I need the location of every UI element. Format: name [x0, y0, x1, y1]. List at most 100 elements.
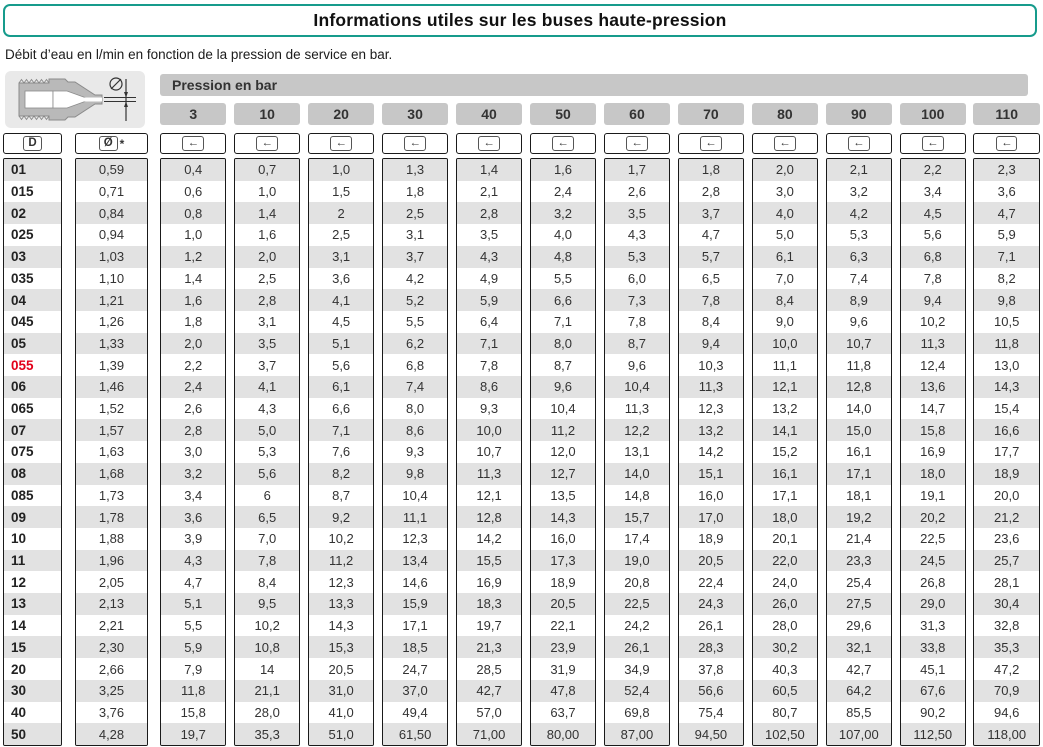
table-cell: 22,1: [550, 618, 576, 634]
table-cell: 4,28: [76, 723, 147, 745]
table-cell: 3,2: [161, 462, 226, 485]
table-cell: 9,6: [849, 314, 868, 330]
column-pressure-60: ← 1,7 2,6 3,5 4,3 5,3 6,0 7,3 7,8 8,7 9,6 10,4 11,3 1…: [603, 133, 671, 746]
table-cell: 47,8: [530, 679, 596, 702]
table-cell: 4,3: [161, 549, 226, 572]
table-cell: 11,3: [678, 376, 744, 398]
table-cell: 5,2: [382, 289, 448, 311]
table-cell: 14,0: [846, 401, 872, 417]
table-cell: 90,2: [920, 704, 946, 720]
table-cell: 3,2: [530, 202, 596, 225]
table-cell: 5,6: [332, 357, 351, 373]
column-pressure-80: ← 2,0 3,0 4,0 5,0 6,1 7,0 8,4 9,0 10,0 11,1 12,1 13,…: [751, 133, 819, 746]
table-cell: 1,3: [382, 159, 448, 181]
table-cell: 17,1: [826, 462, 892, 485]
table-cell: 4,2: [826, 202, 892, 225]
table-cell: 24,0: [772, 574, 798, 590]
table-cell: 107,00: [826, 723, 892, 745]
table-cell: 1,4: [184, 270, 203, 286]
table-cell: 35,3: [234, 723, 300, 745]
table-cell: 6,0: [627, 270, 646, 286]
table-cell: 3,4: [184, 487, 203, 503]
table-cell: 2,05: [98, 574, 125, 590]
table-cell: 47,2: [994, 661, 1020, 677]
column-pressure-80-cells: 2,0 3,0 4,0 5,0 6,1 7,0 8,4 9,0 10,0 11,1 12,1 13,2…: [751, 158, 819, 746]
table-cell: 5,3: [604, 245, 670, 268]
table-cell: 6,5: [234, 506, 300, 528]
table-cell: 12,7: [530, 462, 596, 485]
table-cell: 21,1: [234, 679, 300, 702]
table-cell: 29,0: [900, 593, 965, 615]
table-cell: 11,3: [624, 401, 650, 417]
table-cell: 7,8: [234, 549, 300, 572]
table-cell: 1,0: [258, 184, 277, 200]
table-cell: 15,9: [382, 593, 448, 615]
column-pressure-50-cells: 1,6 2,4 3,2 4,0 4,8 5,5 6,6 7,1 8,0 8,7 9,6 10,4 11,…: [529, 158, 597, 746]
table-cell: 80,7: [772, 704, 798, 720]
table-cell: 09: [4, 506, 61, 528]
pressure-value-box: 3: [160, 103, 227, 125]
table-cell: 10,0: [456, 419, 522, 442]
column-pressure-30: ← 1,3 1,8 2,5 3,1 3,7 4,2 5,2 5,5 6,2 6,8 7,4 8,0 8,6…: [381, 133, 449, 746]
table-cell: 7,3: [604, 289, 670, 311]
table-cell: 13: [4, 593, 61, 615]
table-cell: 11,8: [161, 679, 226, 702]
table-cell: 26,1: [604, 636, 670, 659]
flow-arrow-icon: ←: [922, 136, 944, 151]
table-cell: 8,9: [826, 289, 892, 311]
table-cell: 15,8: [900, 419, 965, 442]
flow-table: D 01 015 02 025 03 035 04 045 05 055 06 065 07 075 08 08…: [3, 133, 1040, 746]
table-cell: 1,8: [678, 159, 744, 181]
flow-arrow-icon: ←: [774, 136, 796, 151]
table-cell: 6,6: [530, 289, 596, 311]
table-cell: 4,7: [701, 227, 720, 243]
table-cell: 1,96: [76, 549, 147, 572]
table-cell: 7,9: [184, 661, 203, 677]
nozzle-diagram: [5, 71, 145, 128]
table-cell: 7,8: [678, 289, 744, 311]
table-cell: 12,1: [752, 376, 818, 398]
table-cell: 21,2: [974, 506, 1039, 528]
table-cell: 9,3: [406, 444, 425, 460]
table-cell: 0,4: [161, 159, 226, 181]
table-cell: 10,3: [698, 357, 724, 373]
table-cell: 19,7: [476, 618, 502, 634]
table-cell: 19,0: [604, 549, 670, 572]
table-cell: 16,6: [974, 419, 1039, 442]
pressure-value-box: 10: [233, 103, 301, 125]
column-pressure-30-cells: 1,3 1,8 2,5 3,1 3,7 4,2 5,2 5,5 6,2 6,8 7,4 8,0 8,6 9…: [381, 158, 449, 746]
table-cell: 10,8: [234, 636, 300, 659]
table-cell: 33,8: [900, 636, 965, 659]
column-d-header: D: [3, 133, 62, 154]
table-cell: 40,3: [772, 661, 798, 677]
table-cell: 4,1: [308, 289, 374, 311]
table-cell: 5,5: [553, 270, 573, 286]
column-pressure-10-header: ←: [233, 133, 301, 154]
table-cell: 3,0: [184, 444, 203, 460]
table-cell: 0,59: [76, 159, 147, 181]
table-cell: 085: [11, 487, 34, 503]
table-cell: 0,94: [98, 227, 125, 243]
table-cell: 9,8: [382, 462, 448, 485]
table-cell: 18,9: [974, 462, 1039, 485]
table-cell: 2,5: [332, 227, 351, 243]
table-cell: 22,5: [604, 593, 670, 615]
table-cell: 20,5: [530, 593, 596, 615]
table-cell: 2,13: [76, 593, 147, 615]
table-cell: 21,3: [456, 636, 522, 659]
table-cell: 14,7: [920, 401, 946, 417]
column-pressure-110-header: ←: [973, 133, 1040, 154]
table-cell: 17,1: [402, 618, 428, 634]
table-cell: 10,2: [254, 618, 280, 634]
table-cell: 31,9: [550, 661, 576, 677]
table-cell: 30,4: [974, 593, 1039, 615]
table-cell: 15,0: [826, 419, 892, 442]
table-cell: 5,9: [161, 636, 226, 659]
column-pressure-40-header: ←: [455, 133, 523, 154]
table-cell: 04: [4, 289, 61, 311]
table-cell: 0,84: [76, 202, 147, 225]
table-cell: 025: [11, 227, 34, 243]
table-cell: 4,0: [752, 202, 818, 225]
table-cell: 26,0: [752, 593, 818, 615]
